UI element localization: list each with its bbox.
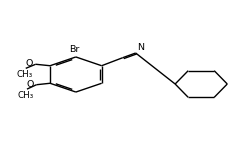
- Text: O: O: [26, 80, 34, 89]
- Text: CH₃: CH₃: [18, 91, 34, 100]
- Text: Br: Br: [69, 45, 80, 54]
- Text: N: N: [137, 43, 144, 52]
- Text: CH₃: CH₃: [16, 70, 32, 79]
- Text: O: O: [26, 59, 33, 68]
